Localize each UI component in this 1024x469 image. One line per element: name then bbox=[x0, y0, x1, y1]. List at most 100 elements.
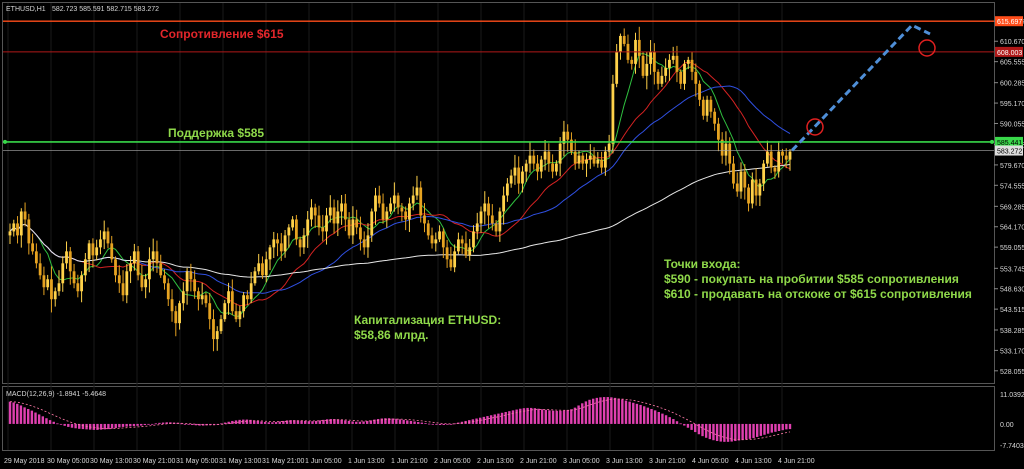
macd-bar bbox=[48, 420, 52, 424]
price-axis: 528.055 533.170 538.285 543.515 548.630 553.7… bbox=[994, 19, 1024, 376]
macd-bar bbox=[770, 423, 773, 433]
candle-body bbox=[197, 291, 200, 300]
time-tick-label: 30 May 05:00 bbox=[47, 458, 90, 465]
candle-body bbox=[230, 291, 234, 312]
candle-body bbox=[747, 187, 750, 204]
candle-body bbox=[317, 215, 321, 228]
price-level-tag-label: 615.697 bbox=[997, 19, 1022, 26]
macd-bar bbox=[121, 423, 125, 427]
macd-bar bbox=[420, 422, 424, 424]
macd-bar bbox=[497, 413, 500, 424]
candle-body bbox=[257, 263, 261, 272]
candle-body bbox=[151, 251, 155, 260]
time-tick-label: 1 Jun 05:00 bbox=[305, 458, 342, 465]
candle-body bbox=[347, 219, 351, 236]
candle-body bbox=[242, 295, 246, 312]
price-tick-label: 610.670 bbox=[1000, 39, 1024, 46]
macd-bar bbox=[741, 423, 744, 440]
macd-bar bbox=[384, 418, 387, 424]
time-tick-label: 3 Jun 05:00 bbox=[563, 458, 600, 465]
candle-body bbox=[630, 59, 634, 64]
candle-body bbox=[276, 239, 279, 244]
macd-bar bbox=[530, 407, 533, 424]
macd-bar bbox=[628, 401, 631, 424]
candle-body bbox=[717, 123, 720, 140]
time-tick-label: 30 May 21:00 bbox=[133, 458, 176, 465]
macd-bar bbox=[322, 419, 325, 424]
candle-body bbox=[31, 243, 35, 252]
macd-bar bbox=[533, 408, 537, 424]
candle-body bbox=[76, 283, 80, 292]
macd-bar bbox=[606, 397, 609, 424]
macd-bar bbox=[657, 411, 660, 424]
macd-bar bbox=[344, 420, 347, 424]
macd-bar bbox=[74, 423, 77, 429]
candle-body bbox=[396, 195, 400, 208]
macd-bar bbox=[431, 423, 435, 425]
candle-body bbox=[784, 155, 788, 160]
macd-bar bbox=[726, 423, 730, 442]
candle-body bbox=[53, 291, 57, 300]
macd-bar bbox=[263, 422, 267, 424]
macd-bar bbox=[697, 423, 701, 435]
candle-body bbox=[577, 155, 581, 164]
macd-bar bbox=[413, 421, 416, 424]
candle-body bbox=[596, 159, 600, 164]
price-tick-label: 538.285 bbox=[1000, 328, 1024, 335]
macd-tick-label: -7.7403 bbox=[1000, 443, 1024, 450]
entry-point-buy: $590 - покупать на пробитии $585 сопроти… bbox=[664, 272, 959, 286]
candle-body bbox=[83, 259, 87, 276]
candle-body bbox=[781, 151, 784, 156]
candle-body bbox=[588, 155, 592, 160]
time-tick-label: 4 Jun 21:00 bbox=[778, 458, 815, 465]
time-tick-label: 29 May 2018 bbox=[4, 458, 45, 465]
candle-body bbox=[743, 171, 747, 188]
candle-body bbox=[622, 35, 626, 44]
macd-bar bbox=[81, 423, 85, 430]
macd-bar bbox=[701, 423, 704, 437]
candle-body bbox=[245, 295, 249, 300]
candle-body bbox=[227, 291, 230, 304]
candle-body bbox=[498, 211, 502, 232]
macd-bar bbox=[300, 420, 303, 424]
candle-body bbox=[261, 263, 264, 276]
candle-body bbox=[370, 211, 374, 236]
time-tick-label: 4 Jun 13:00 bbox=[735, 458, 772, 465]
candle-body bbox=[264, 259, 268, 276]
candle-body bbox=[562, 131, 566, 144]
candle-body bbox=[310, 207, 313, 220]
macd-bar bbox=[249, 419, 252, 424]
candle-body bbox=[408, 203, 411, 220]
time-tick-label: 2 Jun 21:00 bbox=[520, 458, 557, 465]
time-tick-label: 30 May 13:00 bbox=[90, 458, 133, 465]
macd-bar bbox=[730, 423, 733, 442]
price-tick-label: 574.555 bbox=[1000, 183, 1024, 190]
macd-bar bbox=[285, 420, 289, 424]
macd-bar bbox=[223, 422, 227, 424]
candle-body bbox=[509, 175, 513, 184]
macd-bar bbox=[449, 423, 453, 425]
candle-body bbox=[238, 311, 242, 320]
macd-bar bbox=[588, 399, 591, 424]
candle-body bbox=[136, 251, 140, 276]
macd-bar bbox=[686, 423, 690, 428]
candle-body bbox=[362, 239, 366, 248]
macd-bar bbox=[187, 423, 190, 425]
candle-body bbox=[61, 263, 65, 284]
candle-body bbox=[219, 319, 223, 332]
candle-body bbox=[505, 183, 509, 196]
macd-bar bbox=[136, 423, 139, 426]
candle-body bbox=[603, 151, 607, 168]
candle-body bbox=[392, 195, 396, 204]
candle-body bbox=[366, 235, 370, 248]
macd-bar bbox=[581, 403, 584, 424]
macd-bar bbox=[409, 420, 413, 424]
candle-body bbox=[38, 263, 42, 276]
candle-body bbox=[400, 207, 404, 212]
candle-body bbox=[769, 151, 773, 168]
moving-averages bbox=[9, 52, 791, 318]
candle-body bbox=[705, 99, 709, 116]
chart-ohlc: 582.723 585.591 582.715 583.272 bbox=[52, 6, 159, 13]
candle-body bbox=[765, 151, 769, 164]
